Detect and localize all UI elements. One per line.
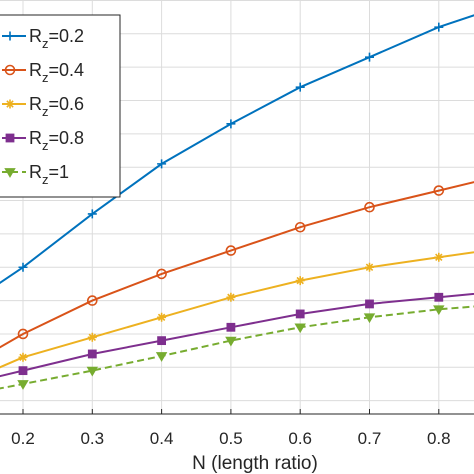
data-point	[433, 185, 445, 196]
legend: Rz=0.2 Rz=0.4 Rz=0.6 Rz=0.8 Rz=1	[0, 14, 121, 198]
x-tick-label: 0.7	[358, 429, 382, 448]
data-point	[365, 299, 374, 309]
plot-area	[0, 14, 474, 390]
legend-label: Rz=0.2	[29, 26, 84, 51]
data-point	[226, 322, 236, 332]
data-point	[87, 332, 97, 342]
legend-marker	[5, 99, 15, 109]
data-point	[226, 119, 236, 129]
data-point	[155, 352, 168, 362]
series-line	[0, 251, 474, 369]
data-point	[364, 201, 375, 213]
data-point	[365, 262, 374, 272]
data-point	[434, 292, 444, 302]
legend-item: Rz=0.6	[2, 94, 84, 119]
data-point	[434, 22, 444, 32]
legend-marker	[5, 31, 15, 41]
data-point	[295, 276, 305, 286]
legend-label: Rz=0.6	[29, 94, 84, 119]
data-point	[87, 349, 97, 359]
legend-label: Rz=1	[29, 162, 69, 187]
x-tick-label: 0.8	[427, 429, 451, 448]
data-point	[294, 221, 306, 233]
data-point	[87, 209, 97, 219]
data-point	[225, 336, 237, 347]
legend-label: Rz=0.4	[29, 60, 84, 85]
series-2	[0, 181, 474, 349]
series-4	[0, 292, 474, 378]
data-point	[17, 380, 29, 390]
x-tick-label: 0.5	[219, 429, 243, 448]
legend-item: Rz=0.4	[2, 60, 84, 85]
legend-marker	[5, 133, 15, 143]
x-tick-labels: 0.2 0.3 0.4 0.5 0.6 0.7 0.8	[11, 409, 451, 448]
data-point	[18, 352, 28, 362]
legend-label: Rz=0.8	[29, 128, 84, 153]
data-point	[295, 82, 305, 92]
legend-marker	[4, 64, 16, 76]
data-point	[157, 336, 166, 346]
legend-box	[0, 14, 121, 198]
series-line	[0, 181, 474, 349]
data-point	[157, 159, 167, 169]
x-tick-label: 0.4	[150, 429, 174, 448]
x-tick-label: 0.3	[80, 429, 104, 448]
data-point	[434, 252, 444, 262]
data-point	[18, 262, 28, 272]
data-point	[18, 366, 28, 376]
legend-item: Rz=0.2	[2, 26, 84, 51]
x-tick-label: 0.2	[11, 429, 35, 448]
data-point	[294, 323, 306, 334]
series-line	[0, 305, 474, 390]
data-point	[295, 309, 305, 319]
x-axis-title: N (length ratio)	[192, 453, 318, 474]
data-point	[87, 295, 98, 306]
data-point	[433, 305, 445, 316]
data-point	[17, 328, 29, 340]
data-point	[156, 268, 167, 280]
series-3	[0, 251, 474, 369]
data-point	[225, 245, 237, 256]
data-point	[363, 313, 376, 324]
data-point	[365, 52, 374, 62]
x-tick-label: 0.6	[288, 429, 312, 448]
data-point	[157, 312, 167, 322]
legend-item: Rz=1	[2, 162, 69, 187]
data-point	[226, 292, 236, 302]
series-1	[0, 14, 474, 285]
legend-marker	[4, 168, 16, 178]
legend-item: Rz=0.8	[2, 128, 84, 153]
data-point	[86, 366, 99, 377]
series-5	[0, 305, 474, 390]
